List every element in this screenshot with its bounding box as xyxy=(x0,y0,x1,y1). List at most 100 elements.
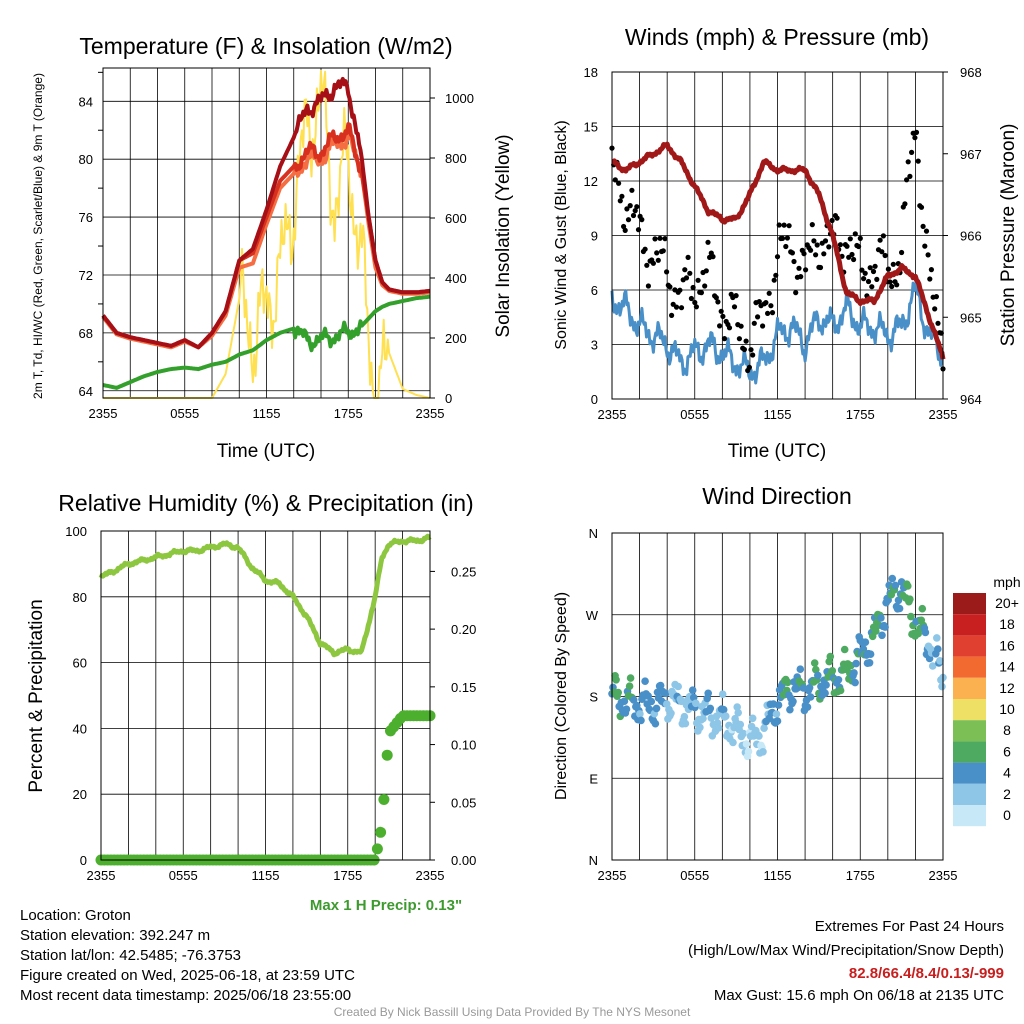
gust-point xyxy=(872,263,878,269)
gust-point xyxy=(822,238,829,244)
gust-point xyxy=(786,223,792,229)
gust-point xyxy=(741,346,748,353)
gust-point xyxy=(627,203,633,209)
chart-title: Wind Direction xyxy=(702,483,852,509)
gust-point xyxy=(703,268,709,274)
gust-point xyxy=(657,235,663,241)
gust-point xyxy=(789,250,796,256)
gust-point xyxy=(710,254,716,260)
gust-point xyxy=(869,284,875,290)
x-tick-label: 1155 xyxy=(764,868,792,883)
precip-point xyxy=(378,794,390,805)
direction-point xyxy=(704,689,712,698)
direction-point xyxy=(877,614,885,622)
direction-point xyxy=(718,690,727,698)
gust-point xyxy=(683,275,690,281)
direction-point xyxy=(667,709,675,718)
direction-point xyxy=(706,704,715,713)
x-axis-label: Time (UTC) xyxy=(728,441,827,462)
x-tick-label: 0555 xyxy=(169,868,198,883)
direction-point xyxy=(866,650,875,658)
gust-point xyxy=(654,250,660,256)
plot-frame xyxy=(100,530,431,861)
gust-point xyxy=(879,249,885,255)
gust-point xyxy=(688,295,695,302)
x-tick-label: 2355 xyxy=(929,868,958,883)
direction-point xyxy=(652,704,661,713)
gust-point xyxy=(882,252,888,259)
y-tick-label: 84 xyxy=(79,94,93,109)
direction-point xyxy=(774,701,783,709)
direction-point xyxy=(637,716,645,725)
gust-point xyxy=(669,312,675,318)
precip-point xyxy=(375,826,387,838)
gust-point xyxy=(673,304,680,310)
direction-point xyxy=(934,645,942,653)
y-right-tick-label: 968 xyxy=(960,65,982,80)
gust-point xyxy=(874,276,880,282)
gust-point xyxy=(796,265,802,271)
y-tick-label: 68 xyxy=(79,326,93,341)
legend-label: 6 xyxy=(1003,743,1011,759)
gust-point xyxy=(692,299,698,306)
gust-point xyxy=(808,247,814,253)
gust-point xyxy=(791,258,797,265)
gust-point xyxy=(885,266,892,272)
gust-point xyxy=(784,235,791,241)
direction-point xyxy=(772,710,781,718)
gust-point xyxy=(639,217,645,223)
y-tick-label: W xyxy=(586,608,599,623)
x-axis-label: Time (UTC) xyxy=(217,441,316,462)
direction-point xyxy=(821,689,829,697)
legend-swatch xyxy=(953,699,986,721)
gust-point xyxy=(774,254,781,260)
gust-point xyxy=(821,251,827,257)
direction-point xyxy=(784,678,792,687)
legend-label: 16 xyxy=(999,637,1015,653)
x-tick-label: 2355 xyxy=(416,406,445,421)
direction-point xyxy=(851,678,859,687)
direction-point xyxy=(933,634,941,642)
y-right-tick-label: 964 xyxy=(960,392,982,407)
y-right-tick-label: 1000 xyxy=(445,91,474,106)
gust-point xyxy=(932,306,938,312)
legend-label: 8 xyxy=(1003,722,1011,738)
direction-point xyxy=(719,705,728,714)
gust-point xyxy=(844,243,850,249)
gust-point xyxy=(769,310,776,316)
y-tick-label: 18 xyxy=(584,65,598,80)
gust-point xyxy=(765,310,771,316)
direction-point xyxy=(696,723,704,732)
direction-point xyxy=(907,612,915,621)
gust-point xyxy=(756,299,762,305)
x-tick-label: 1755 xyxy=(333,868,362,883)
direction-point xyxy=(850,669,858,677)
gust-point xyxy=(664,269,670,275)
gust-point xyxy=(861,276,867,282)
direction-point xyxy=(662,689,670,698)
direction-point xyxy=(840,645,849,654)
direction-point xyxy=(612,676,620,684)
direction-point xyxy=(699,714,707,723)
direction-point xyxy=(620,697,629,705)
x-tick-label: 2355 xyxy=(87,868,116,883)
y-right-axis-label: Station Pressure (Maroon) xyxy=(998,124,1019,347)
created-text: Figure created on Wed, 2025-06-18, at 23… xyxy=(20,967,355,984)
y-right-tick-label: 600 xyxy=(445,211,467,226)
gust-point xyxy=(809,222,815,228)
y-right-tick-label: 0.10 xyxy=(451,738,476,753)
gust-point xyxy=(713,295,719,301)
x-tick-label: 1155 xyxy=(253,406,281,421)
y-axis-label: Sonic Wind & Gust (Blue, Black) xyxy=(553,120,570,349)
gust-point xyxy=(652,236,658,242)
gust-point xyxy=(642,246,648,252)
y-tick-label: N xyxy=(589,526,598,541)
gust-point xyxy=(726,325,733,331)
legend-label: 18 xyxy=(999,616,1015,632)
direction-point xyxy=(689,693,698,702)
gust-point xyxy=(837,242,844,248)
y-right-tick-label: 966 xyxy=(960,229,982,244)
precip-point xyxy=(381,749,393,761)
gust-point xyxy=(650,260,657,266)
extremes-subheading: (High/Low/Max Wind/Precipitation/Snow De… xyxy=(688,942,1004,959)
